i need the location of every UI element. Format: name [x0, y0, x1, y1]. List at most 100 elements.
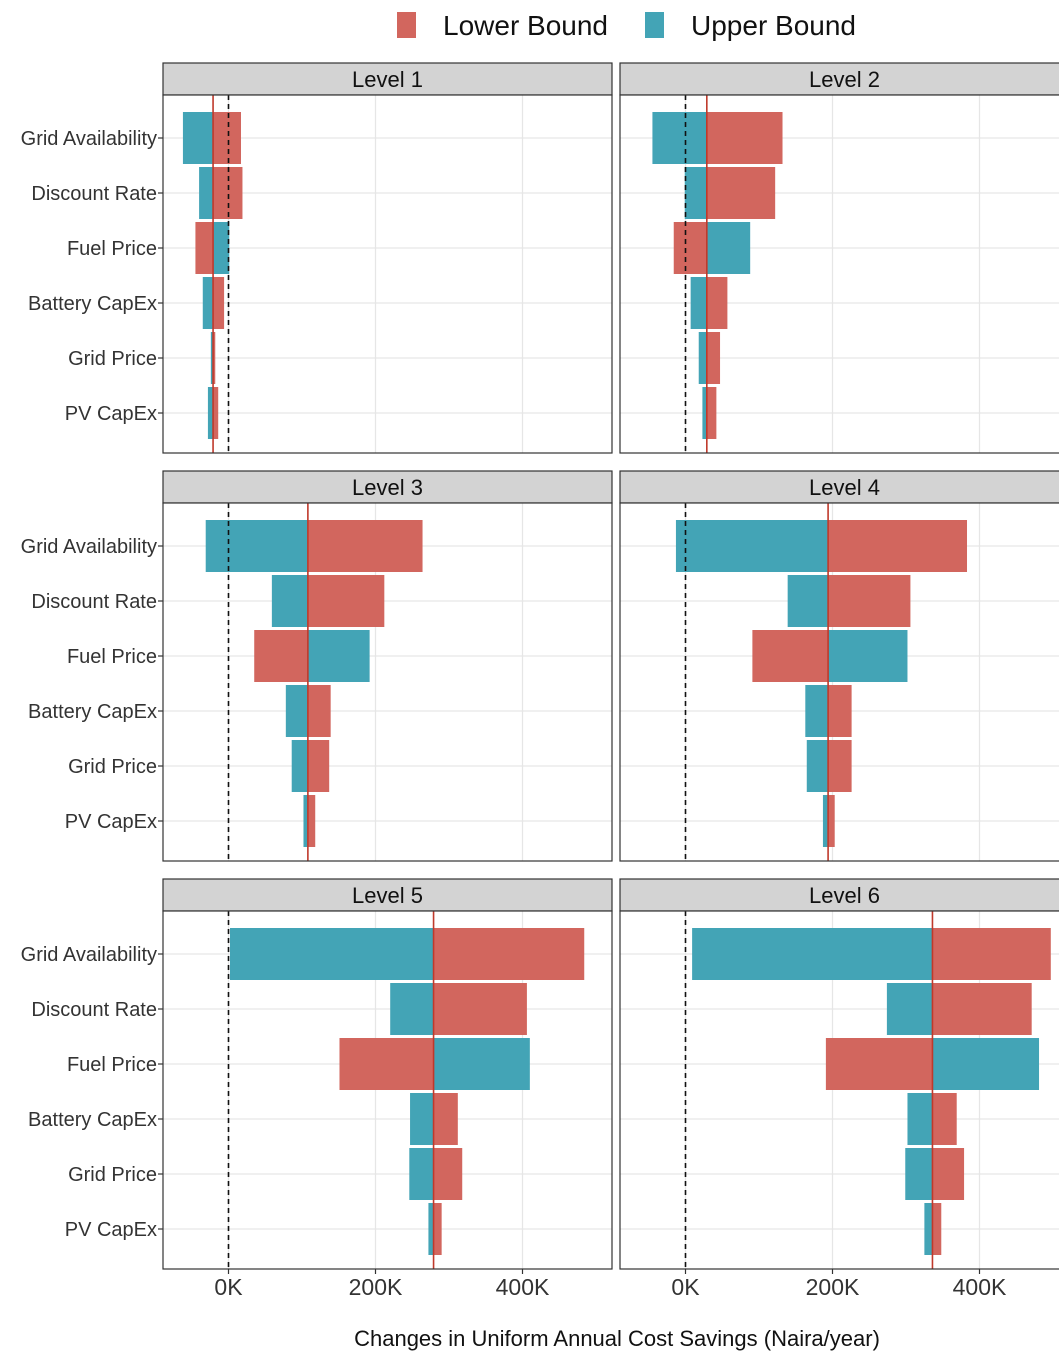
panel-strip: [619, 470, 1059, 504]
bar-lower-bound: [433, 1203, 442, 1255]
legend-swatch: [645, 12, 664, 38]
bar-upper-bound: [433, 1038, 530, 1090]
bar-lower-bound: [932, 1093, 957, 1145]
bar-lower-bound: [752, 630, 829, 682]
y-tick-label: PV CapEx: [65, 403, 157, 425]
x-tick-label: 200K: [349, 1274, 403, 1300]
bar-upper-bound: [828, 630, 908, 682]
panel-title: Level 1: [352, 67, 423, 92]
panel-title: Level 4: [809, 475, 880, 500]
bar-lower-bound: [706, 112, 783, 164]
bar-upper-bound: [822, 795, 829, 847]
x-tick-label: 400K: [496, 1274, 550, 1300]
bar-upper-bound: [303, 795, 308, 847]
bar-lower-bound: [213, 332, 216, 384]
panel-strip: [619, 878, 1059, 912]
bar-lower-bound: [213, 387, 219, 439]
y-tick-label: Grid Availability: [21, 536, 157, 558]
panel: Level 5 Grid Availability Discount Rate Fue…: [21, 878, 613, 1300]
bar-lower-bound: [828, 795, 835, 847]
bar-upper-bound: [428, 1203, 434, 1255]
bar-upper-bound: [199, 167, 214, 219]
bar-lower-bound: [213, 167, 243, 219]
bar-lower-bound: [932, 983, 1032, 1035]
panel-border: [162, 910, 613, 1270]
bar-lower-bound: [433, 928, 585, 980]
y-tick-label: Grid Price: [68, 348, 157, 370]
bar-lower-bound: [932, 1148, 965, 1200]
panel-title: Level 6: [809, 883, 880, 908]
bar-upper-bound: [285, 685, 308, 737]
bar-lower-bound: [828, 575, 911, 627]
bar-lower-bound: [828, 520, 968, 572]
panel: Level 1 Grid Availability Discount Rate Fue…: [21, 62, 613, 454]
bar-upper-bound: [684, 167, 707, 219]
bar-upper-bound: [291, 740, 308, 792]
bar-lower-bound: [828, 685, 852, 737]
bar-lower-bound: [433, 983, 527, 1035]
legend: Lower Bound Upper Bound: [397, 10, 856, 41]
y-tick-label: Grid Availability: [21, 128, 157, 150]
bar-lower-bound: [673, 222, 707, 274]
bar-lower-bound: [213, 277, 225, 329]
bar-upper-bound: [390, 983, 434, 1035]
bar-upper-bound: [907, 1093, 933, 1145]
bar-upper-bound: [805, 685, 829, 737]
bar-upper-bound: [202, 277, 214, 329]
bar-lower-bound: [433, 1148, 463, 1200]
bar-lower-bound: [307, 520, 423, 572]
bar-upper-bound: [698, 332, 707, 384]
bar-lower-bound: [213, 112, 241, 164]
y-tick-label: Fuel Price: [67, 238, 157, 260]
bar-upper-bound: [787, 575, 829, 627]
bar-upper-bound: [702, 387, 707, 439]
bar-lower-bound: [825, 1038, 933, 1090]
bar-upper-bound: [692, 928, 933, 980]
x-axis-title: Changes in Uniform Annual Cost Savings (…: [354, 1326, 880, 1351]
panel-strip: [162, 878, 613, 912]
bar-upper-bound: [410, 1093, 434, 1145]
bar-upper-bound: [932, 1038, 1040, 1090]
panel-border: [619, 94, 1059, 454]
panel-strip: [162, 470, 613, 504]
y-tick-label: Grid Availability: [21, 944, 157, 966]
panel-title: Level 5: [352, 883, 423, 908]
bar-upper-bound: [675, 520, 829, 572]
bar-lower-bound: [307, 685, 331, 737]
bar-upper-bound: [706, 222, 751, 274]
y-tick-label: Battery CapEx: [28, 701, 157, 723]
bar-upper-bound: [210, 332, 214, 384]
bar-lower-bound: [307, 740, 330, 792]
bar-upper-bound: [409, 1148, 434, 1200]
bar-lower-bound: [706, 387, 717, 439]
bar-lower-bound: [307, 795, 316, 847]
bar-lower-bound: [706, 332, 721, 384]
bar-lower-bound: [195, 222, 214, 274]
y-tick-label: Discount Rate: [31, 591, 157, 613]
y-tick-label: Fuel Price: [67, 1054, 157, 1076]
x-tick-label: 200K: [806, 1274, 860, 1300]
bar-upper-bound: [182, 112, 214, 164]
bar-lower-bound: [706, 167, 776, 219]
bar-upper-bound: [924, 1203, 933, 1255]
bar-upper-bound: [207, 387, 214, 439]
y-tick-label: Battery CapEx: [28, 293, 157, 315]
panel-border: [162, 502, 613, 862]
bar-upper-bound: [690, 277, 707, 329]
legend-label: Upper Bound: [691, 10, 856, 41]
y-tick-label: Discount Rate: [31, 183, 157, 205]
bar-lower-bound: [828, 740, 852, 792]
panel: Level 6 0K 200K 400K: [619, 878, 1059, 1300]
x-tick-label: 0K: [671, 1274, 700, 1300]
bar-upper-bound: [652, 112, 707, 164]
bar-upper-bound: [806, 740, 829, 792]
panel-border: [619, 502, 1059, 862]
bar-upper-bound: [213, 222, 230, 274]
panel-border: [619, 910, 1059, 1270]
bar-upper-bound: [205, 520, 308, 572]
y-tick-label: PV CapEx: [65, 1219, 157, 1241]
bar-lower-bound: [254, 630, 308, 682]
bar-lower-bound: [932, 1203, 942, 1255]
bar-lower-bound: [932, 928, 1051, 980]
